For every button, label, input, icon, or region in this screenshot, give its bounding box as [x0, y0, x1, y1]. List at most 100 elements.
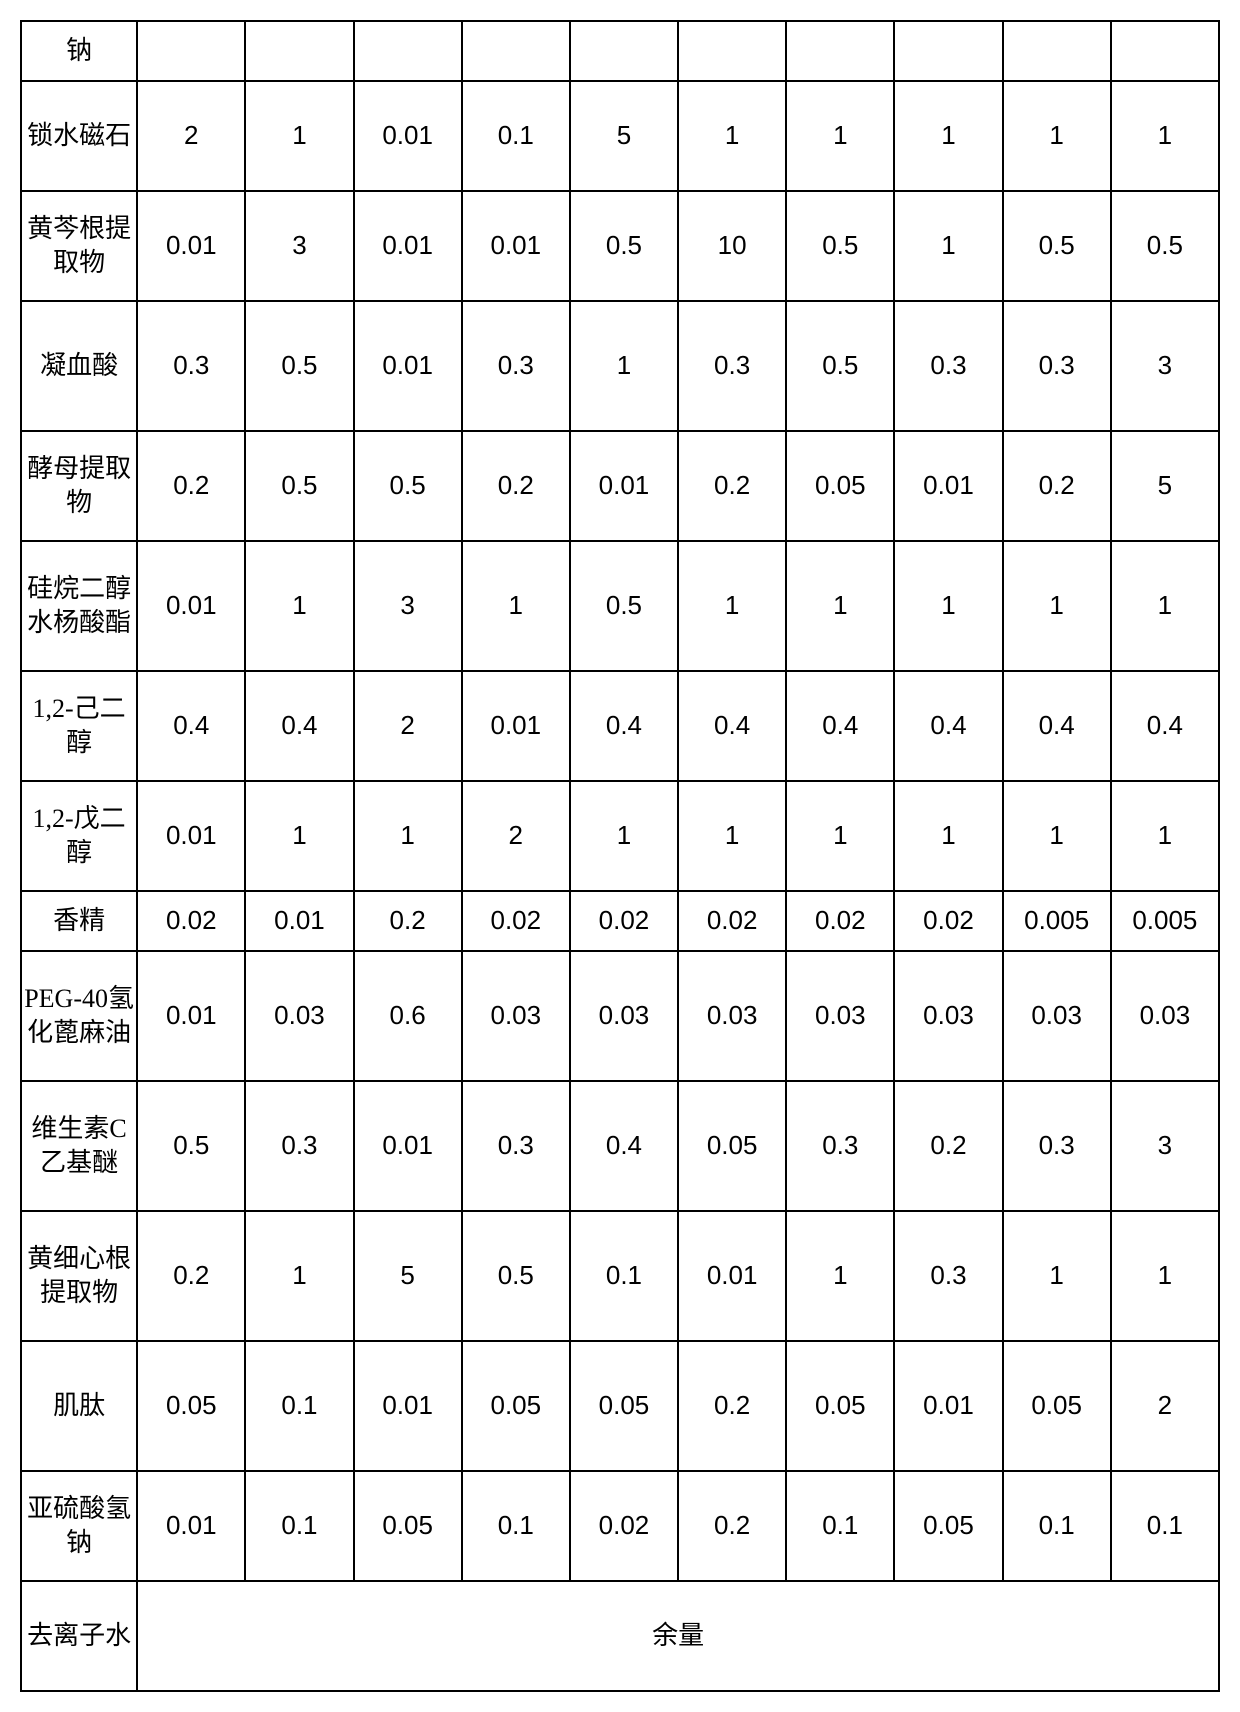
table-row: 1,2-己二醇0.40.420.010.40.40.40.40.40.4 [21, 671, 1219, 781]
merged-cell: 余量 [137, 1581, 1219, 1691]
cell-value: 3 [354, 541, 462, 671]
table-row: 锁水磁石210.010.1511111 [21, 81, 1219, 191]
cell-value: 1 [1003, 1211, 1111, 1341]
table-row: 钠 [21, 21, 1219, 81]
cell-value: 0.02 [786, 891, 894, 951]
row-label: 黄细心根提取物 [21, 1211, 137, 1341]
cell-value: 0.2 [354, 891, 462, 951]
cell-value: 0.2 [678, 1471, 786, 1581]
cell-value: 0.5 [786, 301, 894, 431]
cell-value [570, 21, 678, 81]
cell-value: 0.01 [354, 1341, 462, 1471]
table-row: 黄细心根提取物0.2150.50.10.0110.311 [21, 1211, 1219, 1341]
cell-value: 0.5 [462, 1211, 570, 1341]
cell-value: 0.05 [137, 1341, 245, 1471]
cell-value: 1 [786, 541, 894, 671]
cell-value: 1 [894, 781, 1002, 891]
cell-value: 0.1 [245, 1471, 353, 1581]
cell-value: 1 [570, 781, 678, 891]
cell-value: 0.01 [354, 301, 462, 431]
cell-value: 0.5 [354, 431, 462, 541]
cell-value: 1 [678, 81, 786, 191]
cell-value: 0.01 [354, 191, 462, 301]
cell-value: 0.05 [786, 1341, 894, 1471]
cell-value: 0.3 [1003, 301, 1111, 431]
cell-value: 0.5 [137, 1081, 245, 1211]
cell-value: 0.3 [894, 301, 1002, 431]
cell-value: 1 [786, 1211, 894, 1341]
cell-value: 0.02 [137, 891, 245, 951]
cell-value: 0.4 [786, 671, 894, 781]
cell-value: 0.1 [1003, 1471, 1111, 1581]
table-row: 去离子水余量 [21, 1581, 1219, 1691]
cell-value: 0.03 [245, 951, 353, 1081]
cell-value: 0.4 [894, 671, 1002, 781]
cell-value [245, 21, 353, 81]
cell-value [786, 21, 894, 81]
cell-value: 1 [678, 541, 786, 671]
cell-value: 0.05 [462, 1341, 570, 1471]
cell-value: 0.05 [894, 1471, 1002, 1581]
cell-value: 0.6 [354, 951, 462, 1081]
cell-value: 0.03 [1111, 951, 1219, 1081]
cell-value: 0.01 [137, 191, 245, 301]
cell-value: 0.3 [462, 301, 570, 431]
cell-value: 0.2 [894, 1081, 1002, 1211]
cell-value: 0.3 [1003, 1081, 1111, 1211]
table-row: PEG-40氢化蓖麻油0.010.030.60.030.030.030.030.… [21, 951, 1219, 1081]
cell-value: 0.1 [570, 1211, 678, 1341]
cell-value: 0.3 [462, 1081, 570, 1211]
cell-value: 10 [678, 191, 786, 301]
cell-value: 0.2 [137, 1211, 245, 1341]
cell-value: 0.2 [462, 431, 570, 541]
cell-value: 0.02 [894, 891, 1002, 951]
cell-value: 0.01 [354, 81, 462, 191]
row-label: 酵母提取物 [21, 431, 137, 541]
row-label: 维生素C乙基醚 [21, 1081, 137, 1211]
table-row: 硅烷二醇水杨酸酯0.011310.511111 [21, 541, 1219, 671]
cell-value: 1 [1003, 541, 1111, 671]
row-label: 亚硫酸氢钠 [21, 1471, 137, 1581]
cell-value: 0.5 [245, 301, 353, 431]
row-label: 硅烷二醇水杨酸酯 [21, 541, 137, 671]
cell-value: 1 [354, 781, 462, 891]
row-label: PEG-40氢化蓖麻油 [21, 951, 137, 1081]
cell-value: 5 [1111, 431, 1219, 541]
row-label: 黄芩根提取物 [21, 191, 137, 301]
cell-value: 2 [462, 781, 570, 891]
cell-value: 2 [354, 671, 462, 781]
row-label: 钠 [21, 21, 137, 81]
cell-value: 0.1 [786, 1471, 894, 1581]
cell-value: 0.02 [570, 1471, 678, 1581]
cell-value: 3 [245, 191, 353, 301]
cell-value: 0.01 [137, 951, 245, 1081]
cell-value: 0.1 [1111, 1471, 1219, 1581]
cell-value: 1 [1111, 1211, 1219, 1341]
cell-value: 1 [1111, 781, 1219, 891]
cell-value: 1 [894, 541, 1002, 671]
cell-value: 0.03 [678, 951, 786, 1081]
cell-value: 0.1 [462, 1471, 570, 1581]
cell-value: 0.4 [245, 671, 353, 781]
cell-value: 0.03 [570, 951, 678, 1081]
cell-value: 0.4 [1003, 671, 1111, 781]
cell-value: 1 [245, 81, 353, 191]
row-label: 1,2-己二醇 [21, 671, 137, 781]
cell-value: 0.1 [245, 1341, 353, 1471]
cell-value: 0.4 [137, 671, 245, 781]
row-label: 锁水磁石 [21, 81, 137, 191]
table-row: 酵母提取物0.20.50.50.20.010.20.050.010.25 [21, 431, 1219, 541]
cell-value: 1 [1003, 781, 1111, 891]
cell-value: 1 [786, 781, 894, 891]
table-row: 肌肽0.050.10.010.050.050.20.050.010.052 [21, 1341, 1219, 1471]
cell-value: 0.5 [570, 541, 678, 671]
cell-value: 5 [354, 1211, 462, 1341]
row-label: 去离子水 [21, 1581, 137, 1691]
cell-value: 1 [894, 81, 1002, 191]
cell-value: 1 [786, 81, 894, 191]
cell-value: 0.01 [137, 541, 245, 671]
cell-value: 0.5 [245, 431, 353, 541]
cell-value: 0.5 [786, 191, 894, 301]
cell-value: 1 [894, 191, 1002, 301]
cell-value: 0.4 [678, 671, 786, 781]
